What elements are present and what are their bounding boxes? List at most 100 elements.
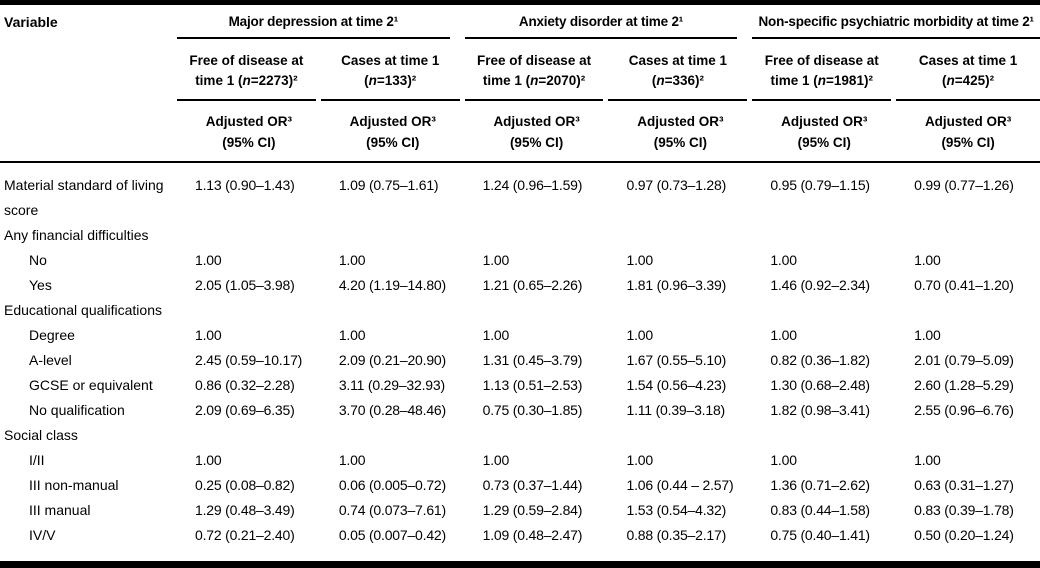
or-cell: 1.00 [914, 327, 941, 343]
or-cell: 0.50 (0.20–1.24) [914, 527, 1014, 543]
or-cell: 1.29 (0.59–2.84) [482, 502, 583, 518]
or-cell: 1.13 (0.51–2.53) [482, 377, 583, 393]
table-bottom-rule [0, 561, 1040, 568]
group-header-nonspecific-morbidity: Non-specific psychiatric morbidity at ti… [752, 13, 1040, 39]
section-label: Social class [4, 427, 78, 443]
or-cell: 1.11 (0.39–3.18) [626, 402, 725, 418]
section-row-educational-qualifications: Educational qualifications [0, 298, 1040, 323]
subcol-line2: time 1 (n=2070)² [482, 73, 586, 88]
or-cell: 1.24 (0.96–1.59) [482, 177, 583, 193]
group-header-anxiety-disorder: Anxiety disorder at time 2¹ [464, 13, 738, 39]
table-row-no-qualification: No qualification 2.09 (0.69–6.35) 3.70 (… [0, 398, 1040, 423]
or-cell: 2.01 (0.79–5.09) [914, 352, 1014, 368]
or-cell: 2.05 (1.05–3.98) [195, 277, 295, 293]
group-header-major-depression: Major depression at time 2¹ [177, 13, 450, 39]
subcol-header-anxiety-free: Free of disease at time 1 (n=2070)² [464, 39, 604, 101]
or-cell: 1.00 [195, 452, 222, 468]
or-cell: 1.00 [482, 452, 510, 468]
or-cell: 1.00 [770, 452, 797, 468]
or-cell: 0.95 (0.79–1.15) [770, 177, 870, 193]
row-label: III manual [29, 502, 91, 518]
group-header-row: Variable Major depression at time 2¹ Anx… [0, 0, 1040, 39]
or-cell: 0.63 (0.31–1.27) [914, 477, 1014, 493]
or-cell: 1.00 [914, 452, 941, 468]
or-cell: 1.00 [195, 252, 222, 268]
subcol-line2: time 1 (n=2273)² [195, 73, 298, 88]
table-top-rule [0, 0, 1040, 5]
table-body: Material standard of living score 1.13 (0… [0, 163, 1040, 548]
n-symbol: n [368, 73, 377, 88]
or-cell: 1.09 (0.48–2.47) [482, 527, 583, 543]
subcol-line2: (n=133)² [364, 73, 417, 88]
measure-header: Adjusted OR³ (95% CI) [493, 114, 580, 150]
table-row-financial-yes: Yes 2.05 (1.05–3.98) 4.20 (1.19–14.80) 1… [0, 273, 1040, 298]
row-label: III non-manual [29, 477, 119, 493]
or-cell: 1.00 [626, 452, 653, 468]
or-cell: 3.70 (0.28–48.46) [338, 402, 446, 418]
subcol-line1: Cases at time 1 [341, 53, 440, 68]
or-cell: 0.83 (0.44–1.58) [770, 502, 870, 518]
n-symbol: n [242, 73, 251, 88]
or-cell: 0.74 (0.073–7.61) [338, 502, 446, 518]
or-cell: 1.13 (0.90–1.43) [195, 177, 295, 193]
subcol-header-morbidity-cases: Cases at time 1 (n=425)² [896, 39, 1040, 101]
subcol-line1: Cases at time 1 [628, 53, 728, 68]
or-cell: 2.09 (0.21–20.90) [338, 352, 446, 368]
or-cell: 0.05 (0.007–0.42) [338, 527, 446, 543]
or-cell: 1.00 [338, 327, 366, 343]
subcolumn-header-row: Free of disease at time 1 (n=2273)² Case… [0, 39, 1040, 101]
row-label: GCSE or equivalent [29, 377, 153, 393]
section-label: Any financial difficulties [4, 227, 149, 243]
or-cell: 2.09 (0.69–6.35) [195, 402, 295, 418]
or-cell: 0.06 (0.005–0.72) [338, 477, 446, 493]
or-cell: 1.53 (0.54–4.32) [626, 502, 727, 518]
subcol-header-depression-cases: Cases at time 1 (n=133)² [320, 39, 460, 101]
subcol-header-anxiety-cases: Cases at time 1 (n=336)² [608, 39, 748, 101]
subcol-line2: (n=425)² [941, 73, 995, 88]
table-row-class-3-nonmanual: III non-manual 0.25 (0.08–0.82) 0.06 (0.… [0, 473, 1040, 498]
or-cell: 1.00 [626, 327, 653, 343]
or-cell: 1.30 (0.68–2.48) [770, 377, 870, 393]
or-cell: 1.81 (0.96–3.39) [626, 277, 727, 293]
subcol-line1: Free of disease at [189, 53, 304, 68]
row-label: Degree [29, 327, 75, 343]
spacer [0, 39, 177, 101]
variable-column-header: Variable [4, 14, 58, 30]
or-cell: 1.06 (0.44 – 2.57) [626, 477, 734, 493]
or-cell: 1.00 [482, 327, 510, 343]
row-label: A-level [29, 352, 72, 368]
subcol-line1: Free of disease at [764, 53, 879, 68]
or-cell: 3.11 (0.29–32.93) [338, 377, 445, 393]
measure-header: Adjusted OR³ (95% CI) [205, 114, 293, 150]
table-row-class-3-manual: III manual 1.29 (0.48–3.49) 0.74 (0.073–… [0, 498, 1040, 523]
or-cell: 1.00 [770, 252, 797, 268]
or-cell: 1.31 (0.45–3.79) [482, 352, 583, 368]
or-cell: 0.75 (0.40–1.41) [770, 527, 870, 543]
table-row-material-standard: Material standard of living score 1.13 (0… [0, 173, 1040, 223]
table-row-class-1-2: I/II 1.00 1.00 1.00 1.00 1.00 1.00 [0, 448, 1040, 473]
row-label: Yes [29, 277, 52, 293]
or-cell: 2.55 (0.96–6.76) [914, 402, 1014, 418]
measure-header: Adjusted OR³ (95% CI) [924, 114, 1012, 150]
subcol-header-depression-free: Free of disease at time 1 (n=2273)² [177, 39, 316, 101]
or-cell: 0.25 (0.08–0.82) [195, 477, 295, 493]
or-cell: 1.29 (0.48–3.49) [195, 502, 295, 518]
or-cell: 1.36 (0.71–2.62) [770, 477, 870, 493]
table-row-class-4-5: IV/V 0.72 (0.21–2.40) 0.05 (0.007–0.42) … [0, 523, 1040, 548]
or-cell: 1.67 (0.55–5.10) [626, 352, 727, 368]
row-label: I/II [29, 452, 45, 468]
or-cell: 0.86 (0.32–2.28) [195, 377, 295, 393]
or-cell: 2.60 (1.28–5.29) [914, 377, 1014, 393]
row-label: No qualification [29, 402, 125, 418]
or-cell: 1.00 [770, 327, 797, 343]
spacer [0, 101, 177, 153]
subcol-line1: Cases at time 1 [918, 53, 1018, 68]
or-cell: 0.70 (0.41–1.20) [914, 277, 1014, 293]
section-row-financial-difficulties: Any financial difficulties [0, 223, 1040, 248]
subcol-header-morbidity-free: Free of disease at time 1 (n=1981)² [752, 39, 892, 101]
or-cell: 0.97 (0.73–1.28) [626, 177, 727, 193]
measure-header-row: Adjusted OR³ (95% CI) Adjusted OR³ (95% CI… [0, 101, 1040, 153]
or-cell: 4.20 (1.19–14.80) [338, 277, 446, 293]
or-cell: 0.75 (0.30–1.85) [482, 402, 583, 418]
